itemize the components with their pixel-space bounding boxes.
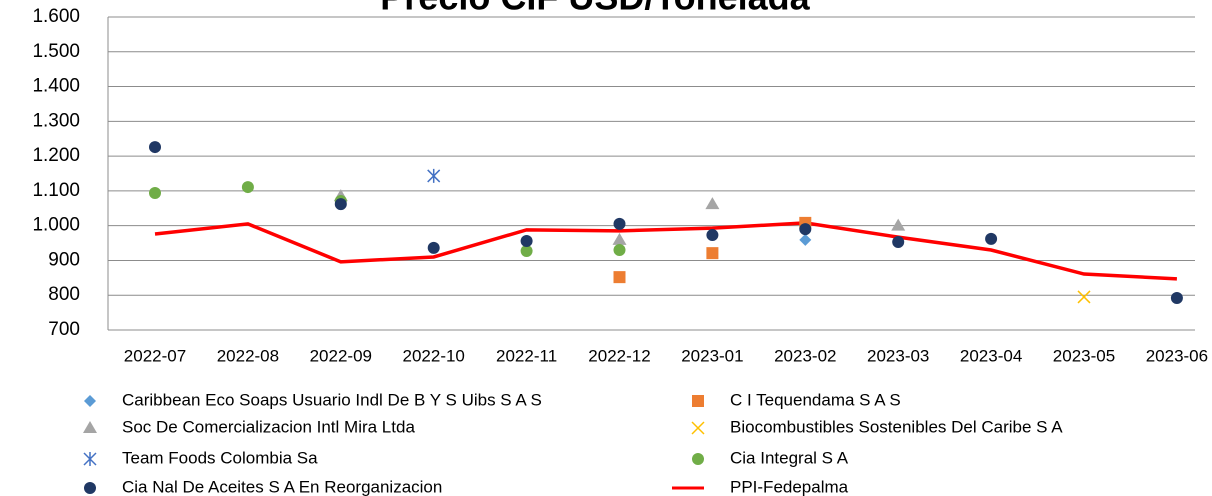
x-tick-label: 2022-07 (124, 346, 186, 365)
marker (692, 453, 704, 465)
marker (692, 395, 704, 407)
y-tick-label: 1.100 (32, 180, 80, 201)
y-tick-label: 1.600 (32, 6, 80, 27)
x-tick-label: 2023-03 (867, 346, 929, 365)
marker (427, 241, 440, 254)
marker (799, 223, 812, 236)
marker (613, 271, 626, 284)
legend-label: Team Foods Colombia Sa (122, 448, 318, 467)
legend-label: PPI-Fedepalma (730, 477, 849, 496)
y-tick-label: 900 (48, 249, 80, 270)
marker (1077, 290, 1091, 304)
marker (705, 197, 720, 210)
marker (891, 218, 906, 231)
marker (83, 452, 97, 466)
x-tick-label: 2023-02 (774, 346, 836, 365)
marker (334, 198, 347, 211)
x-tick-label: 2022-11 (496, 346, 557, 365)
marker (613, 217, 626, 230)
y-tick-label: 1.500 (32, 41, 80, 62)
chart-title: Precio CIF USD/Tonelada (380, 0, 810, 18)
marker (520, 234, 533, 247)
marker (84, 395, 96, 407)
marker (149, 186, 161, 199)
marker (1170, 292, 1183, 305)
marker (427, 168, 441, 183)
legend-label: Caribbean Eco Soaps Usuario Indl De B Y … (122, 390, 542, 409)
x-tick-label: 2023-06 (1146, 346, 1208, 365)
marker (83, 421, 97, 433)
marker (613, 244, 626, 257)
x-tick-label: 2022-10 (403, 346, 465, 365)
x-tick-label: 2023-04 (960, 346, 1022, 365)
marker (84, 482, 96, 494)
marker (241, 181, 254, 194)
marker (706, 247, 719, 260)
y-tick-label: 1.400 (32, 76, 80, 97)
legend-label: C I Tequendama S A S (730, 390, 901, 409)
marker (520, 245, 533, 258)
marker (892, 236, 905, 249)
y-tick-label: 1.300 (32, 110, 80, 131)
marker (799, 233, 812, 246)
legend-label: Biocombustibles Sostenibles Del Caribe S… (730, 417, 1063, 436)
marker (706, 229, 719, 242)
marker (691, 421, 705, 435)
marker (149, 141, 161, 154)
x-tick-label: 2022-09 (310, 346, 372, 365)
series-line (154, 221, 1177, 281)
marker (612, 232, 627, 245)
y-tick-label: 800 (48, 284, 80, 305)
x-tick-label: 2022-12 (588, 346, 650, 365)
x-tick-label: 2023-05 (1053, 346, 1115, 365)
legend-label: Soc De Comercializacion Intl Mira Ltda (122, 417, 415, 436)
y-tick-label: 700 (48, 319, 80, 340)
x-tick-label: 2023-01 (681, 346, 743, 365)
legend-label: Cia Nal De Aceites S A En Reorganizacion (122, 477, 442, 496)
marker (985, 232, 998, 245)
y-tick-label: 1.200 (32, 145, 80, 166)
y-tick-label: 1.000 (32, 215, 80, 236)
x-tick-label: 2022-08 (217, 346, 279, 365)
legend-label: Cia Integral S A (730, 448, 849, 467)
